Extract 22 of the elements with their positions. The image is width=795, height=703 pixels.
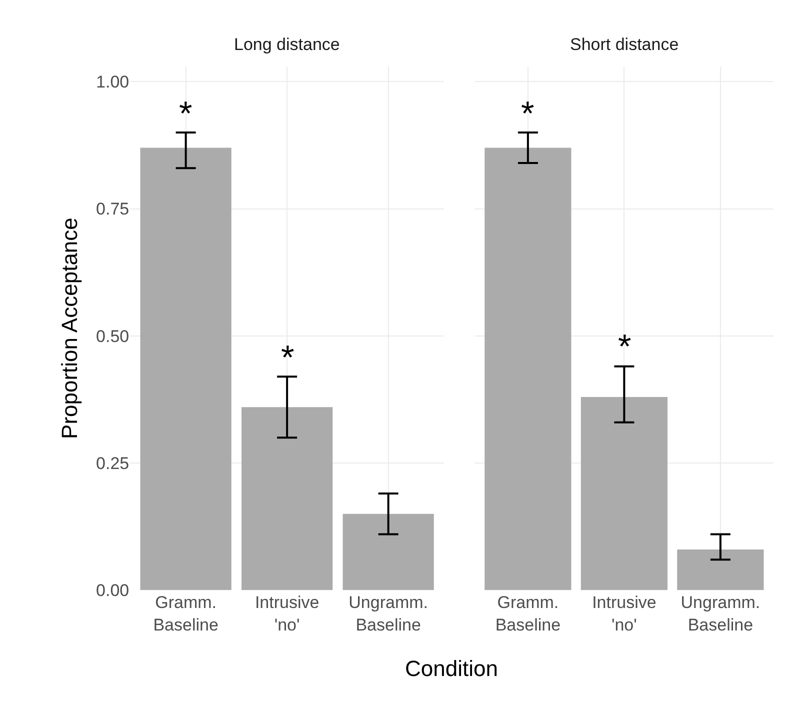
x-tick-label: Gramm. Baseline [153, 593, 218, 634]
annotation: * [618, 328, 632, 366]
annotation: * [521, 95, 534, 133]
annotation: * [281, 339, 294, 377]
y-tick-label: 0.75 [96, 200, 130, 219]
y-tick-label: 0.50 [96, 326, 130, 346]
y-tick-label: 0.00 [96, 581, 130, 600]
y-axis-title: Proportion Acceptance [56, 218, 82, 439]
x-tick-label: Ungramm. Baseline [348, 593, 428, 634]
chart-title: Short distance [570, 35, 679, 54]
x-tick-label: Ungramm. Baseline [680, 593, 760, 634]
chart-title: Long distance [234, 35, 340, 54]
x-tick-label: Gramm. Baseline [495, 593, 561, 634]
bar [140, 148, 232, 590]
x-tick-label: Intrusive 'no' [254, 593, 320, 634]
y-tick-label: 0.25 [96, 454, 130, 473]
bar [242, 407, 333, 590]
bar [342, 514, 434, 590]
x-axis-title: Condition [405, 656, 498, 681]
y-tick-label: 1.00 [96, 72, 130, 92]
annotation: * [179, 95, 192, 133]
x-tick-label: Intrusive 'no' [592, 593, 656, 634]
